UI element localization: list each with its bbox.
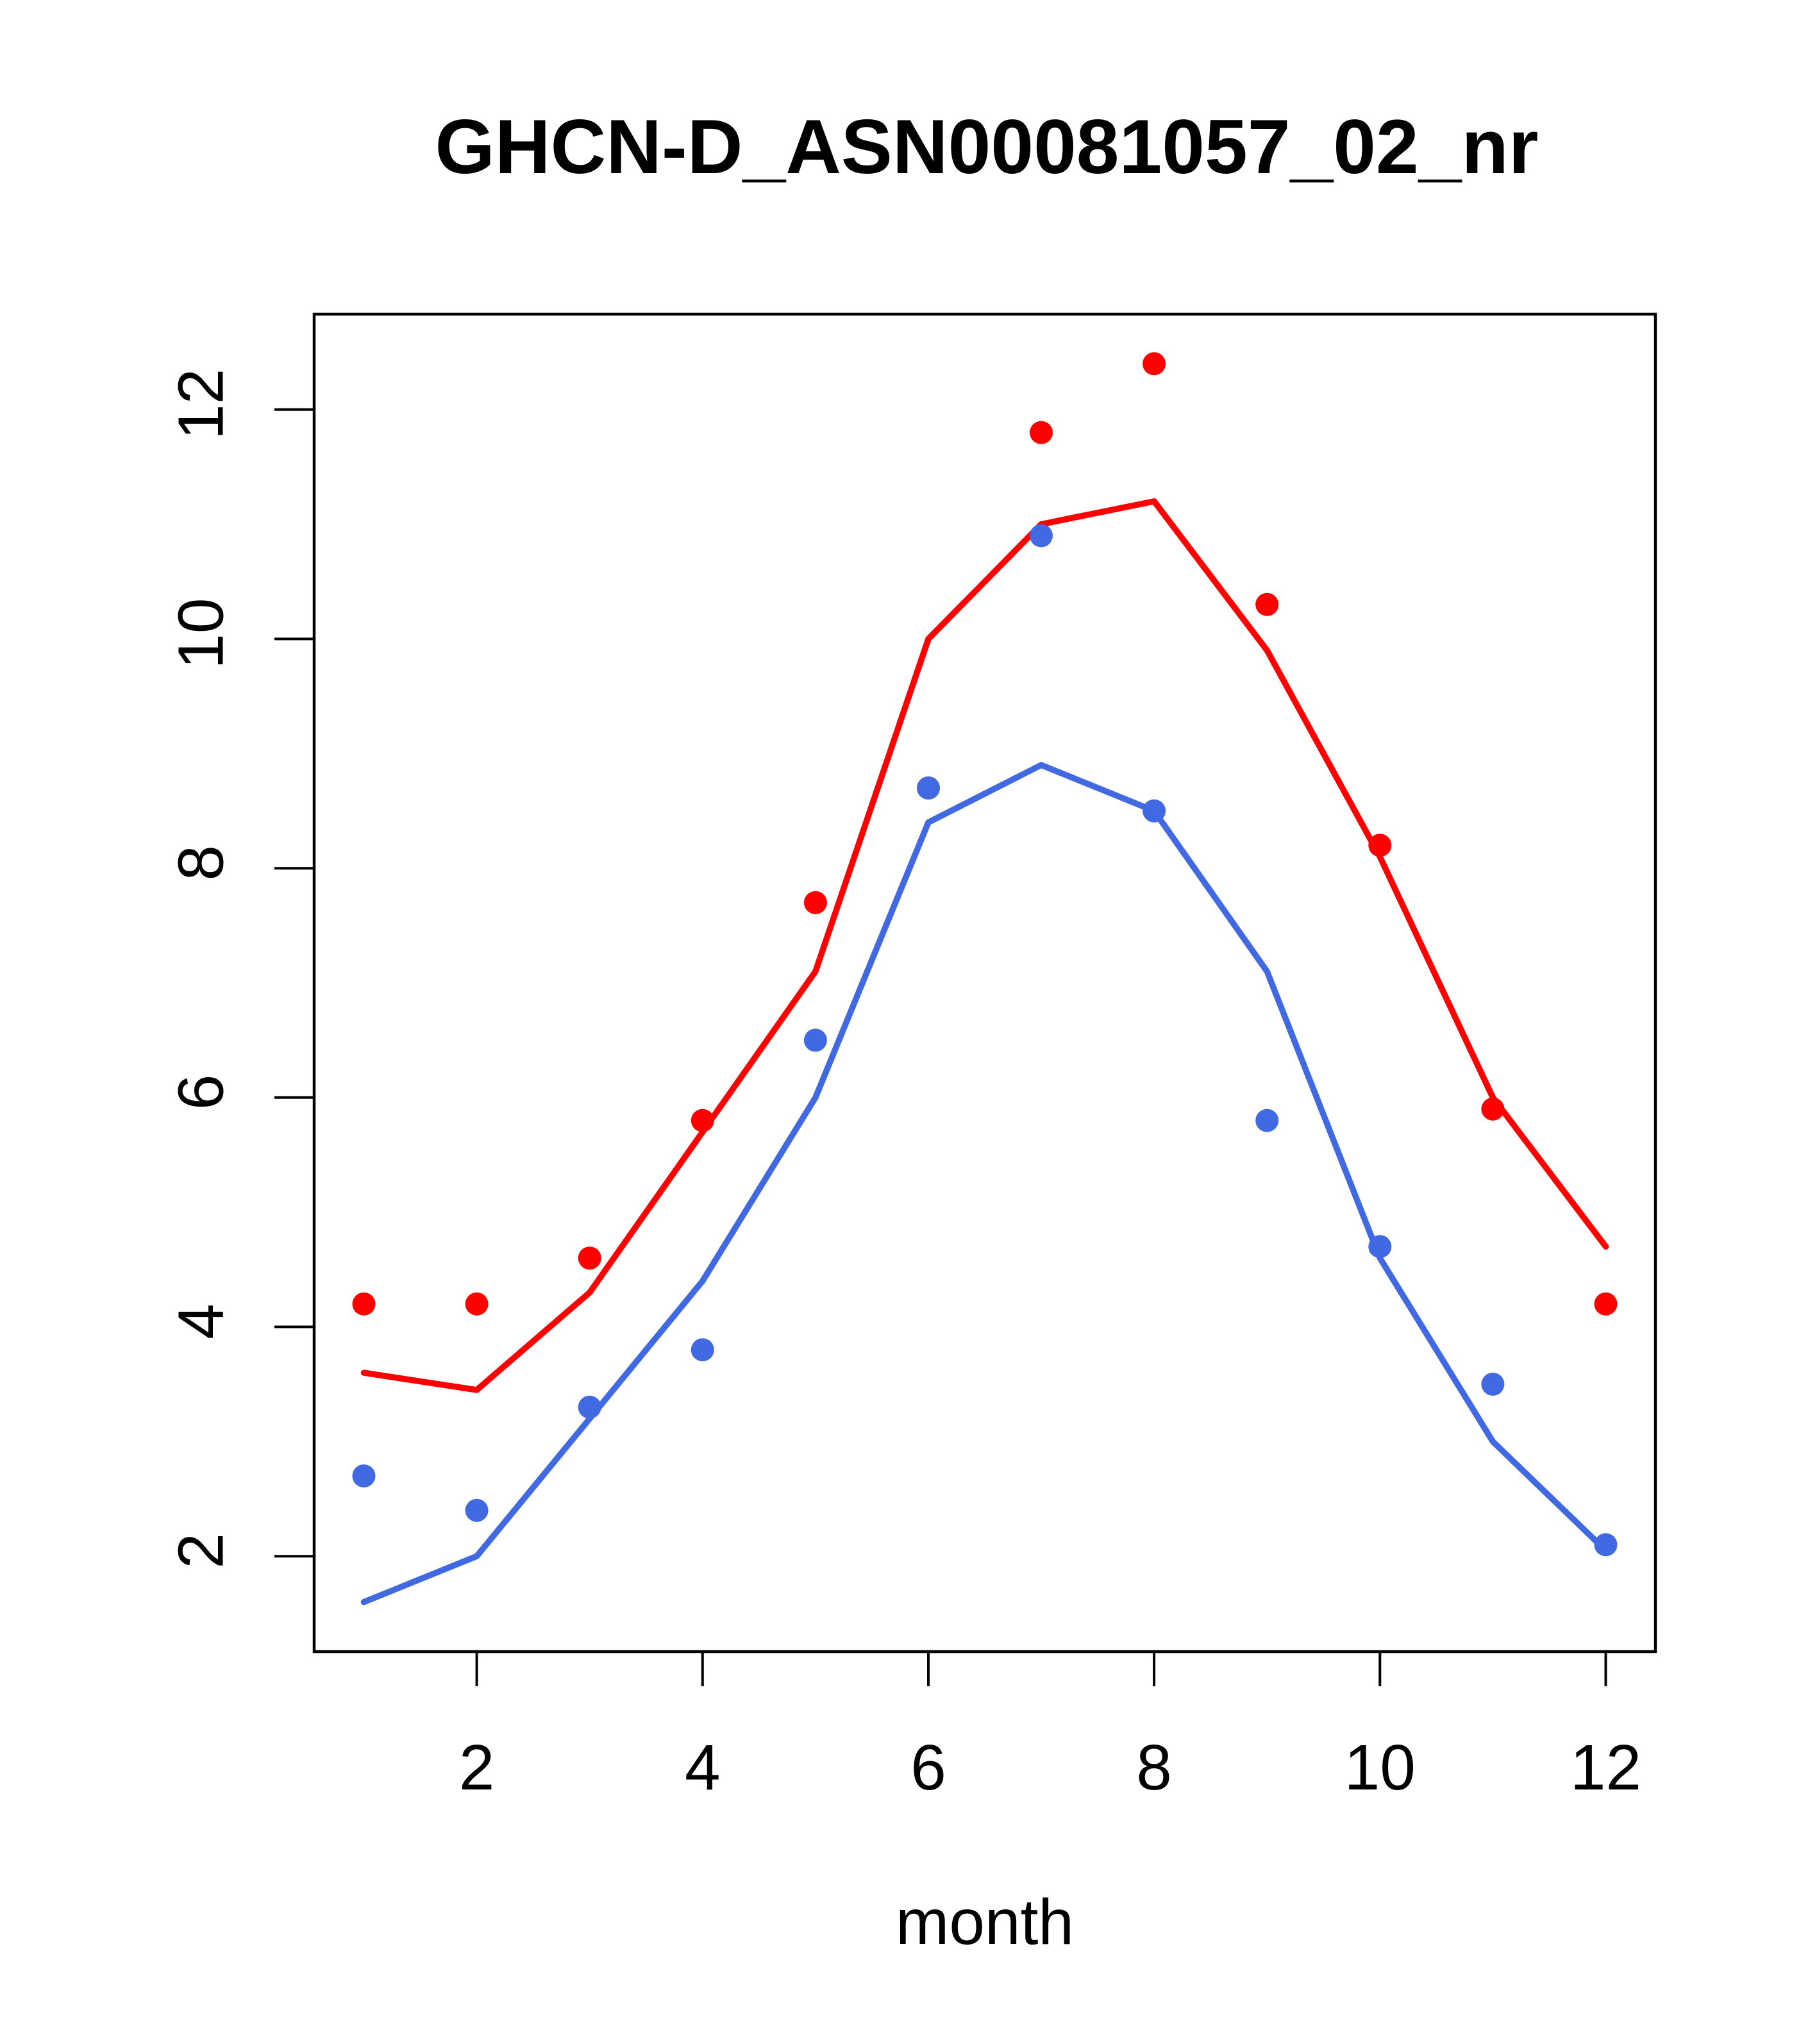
svg-text:10: 10: [165, 598, 237, 669]
svg-text:12: 12: [1570, 1732, 1641, 1804]
svg-text:8: 8: [165, 845, 237, 881]
svg-text:GHCN-D_ASN00081057_02_nr: GHCN-D_ASN00081057_02_nr: [435, 104, 1539, 190]
svg-text:month: month: [896, 1886, 1074, 1958]
svg-text:4: 4: [685, 1732, 721, 1804]
svg-text:8: 8: [1136, 1732, 1172, 1804]
svg-text:10: 10: [1344, 1732, 1416, 1804]
svg-text:6: 6: [165, 1075, 237, 1110]
svg-text:12: 12: [165, 369, 237, 440]
svg-text:2: 2: [459, 1732, 495, 1804]
svg-text:6: 6: [910, 1732, 946, 1804]
svg-text:2: 2: [165, 1533, 237, 1569]
svg-text:4: 4: [165, 1303, 237, 1339]
